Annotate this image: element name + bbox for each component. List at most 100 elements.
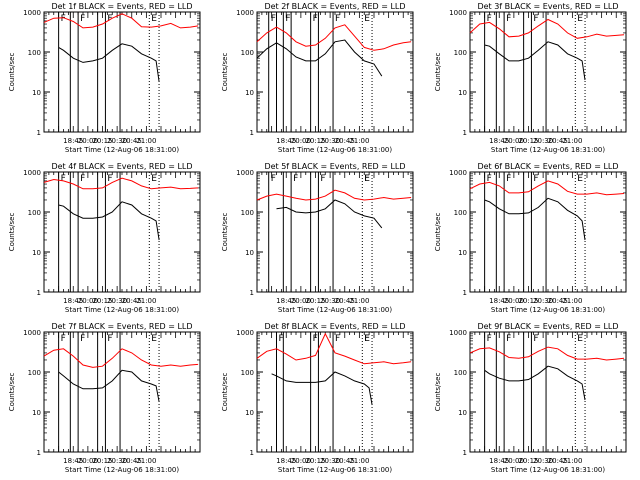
marker-label: E [577, 174, 583, 184]
y-tick-label: 1 [37, 289, 41, 297]
x-tick-label: 18:45 [489, 297, 509, 305]
marker-label: E [364, 174, 370, 184]
x-tick-label: 20:00 [504, 297, 524, 305]
y-axis-label: Counts/sec [434, 53, 442, 92]
marker-label: F [271, 14, 276, 24]
plot-frame [43, 331, 201, 453]
marker-label: E [577, 334, 583, 344]
chart-title: Det 6f BLACK = Events, RED = LLD [477, 162, 618, 171]
y-axis-label: Counts/sec [434, 373, 442, 412]
chart-title: Det 2f BLACK = Events, RED = LLD [264, 2, 405, 11]
events-series-line [271, 371, 373, 406]
marker-label: E [364, 334, 370, 344]
x-tick-label: 18:45 [276, 297, 296, 305]
y-tick-label: 10 [458, 249, 467, 257]
y-axis-label: Counts/sec [434, 213, 442, 252]
marker-label: F [533, 14, 538, 24]
x-tick-label: 20:30 [533, 137, 553, 145]
y-tick-label: 10 [245, 89, 254, 97]
y-tick-label: 100 [241, 209, 254, 217]
y-tick-label: 100 [28, 49, 41, 57]
marker-label: F [506, 14, 511, 24]
events-series-line [276, 199, 383, 229]
marker-label: F [61, 334, 66, 344]
events-series-line [58, 369, 160, 402]
events-series-line [58, 201, 160, 241]
x-tick-label: 20:00 [78, 137, 98, 145]
y-tick-label: 100 [241, 369, 254, 377]
marker-label: E [364, 14, 370, 24]
y-tick-label: 100 [454, 209, 467, 217]
chart-panel: Det 1f BLACK = Events, RED = LLD 1 10 100 10… [8, 2, 201, 154]
y-tick-label: 10 [32, 409, 41, 417]
marker-label: F [506, 174, 511, 184]
y-tick-label: 1000 [449, 329, 467, 337]
y-tick-label: 1 [250, 449, 254, 457]
x-tick-label: 20:45 [335, 137, 355, 145]
marker-label: F [335, 334, 340, 344]
plot-frame [43, 11, 201, 133]
y-tick-label: 1000 [236, 9, 254, 17]
x-tick-label: 21:00 [136, 457, 156, 465]
lld-series-line [43, 13, 199, 29]
x-tick-label: 20:00 [504, 457, 524, 465]
x-tick-label: 20:30 [533, 457, 553, 465]
y-axis-label: Counts/sec [8, 53, 16, 92]
marker-label: E [151, 334, 157, 344]
x-tick-label: 20:45 [122, 297, 142, 305]
x-tick-label: 21:00 [136, 137, 156, 145]
x-tick-label: 21:00 [349, 457, 369, 465]
x-tick-label: 20:30 [107, 137, 127, 145]
x-tick-label: 21:00 [562, 297, 582, 305]
y-tick-label: 1000 [449, 9, 467, 17]
x-tick-label: 20:15 [92, 297, 112, 305]
events-series-line [58, 43, 160, 82]
y-tick-label: 100 [28, 369, 41, 377]
lld-series-line [256, 24, 412, 51]
marker-label: F [285, 14, 290, 24]
y-tick-label: 1000 [449, 169, 467, 177]
y-tick-label: 1 [250, 129, 254, 137]
y-tick-label: 1 [463, 289, 467, 297]
x-tick-label: 20:00 [504, 137, 524, 145]
x-axis-label: Start Time (12-Aug-06 18:31:00) [491, 306, 605, 314]
marker-label: F [335, 14, 340, 24]
y-axis-label: Counts/sec [8, 213, 16, 252]
x-axis-label: Start Time (12-Aug-06 18:31:00) [65, 306, 179, 314]
lld-series-line [256, 189, 412, 201]
x-tick-label: 20:30 [107, 457, 127, 465]
x-tick-label: 20:45 [548, 297, 568, 305]
x-tick-label: 20:30 [320, 457, 340, 465]
lld-series-line [469, 346, 625, 361]
marker-label: F [487, 174, 492, 184]
y-tick-label: 100 [28, 209, 41, 217]
marker-label: F [487, 14, 492, 24]
x-axis-label: Start Time (12-Aug-06 18:31:00) [491, 146, 605, 154]
marker-label: E [151, 14, 157, 24]
x-axis-label: Start Time (12-Aug-06 18:31:00) [278, 146, 392, 154]
x-tick-label: 20:30 [320, 137, 340, 145]
marker-label: F [313, 14, 318, 24]
x-tick-label: 18:45 [63, 457, 83, 465]
marker-label: E [151, 174, 157, 184]
chart-title: Det 4f BLACK = Events, RED = LLD [51, 162, 192, 171]
chart-panel: Det 6f BLACK = Events, RED = LLD 1 10 100 10… [434, 162, 627, 314]
chart-title: Det 9f BLACK = Events, RED = LLD [477, 322, 618, 331]
x-axis-label: Start Time (12-Aug-06 18:31:00) [491, 466, 605, 474]
y-axis-label: Counts/sec [221, 53, 229, 92]
x-tick-label: 20:15 [305, 297, 325, 305]
y-tick-label: 1000 [23, 329, 41, 337]
x-tick-label: 20:00 [291, 297, 311, 305]
x-tick-label: 18:45 [63, 137, 83, 145]
y-tick-label: 10 [245, 409, 254, 417]
x-tick-label: 20:15 [518, 297, 538, 305]
x-tick-label: 20:15 [518, 137, 538, 145]
y-tick-label: 10 [32, 89, 41, 97]
lld-series-line [256, 332, 412, 365]
marker-label: F [279, 334, 284, 344]
x-tick-label: 20:15 [92, 457, 112, 465]
chart-title: Det 3f BLACK = Events, RED = LLD [477, 2, 618, 11]
y-tick-label: 10 [458, 409, 467, 417]
events-series-line [256, 39, 383, 77]
chart-title: Det 5f BLACK = Events, RED = LLD [264, 162, 405, 171]
